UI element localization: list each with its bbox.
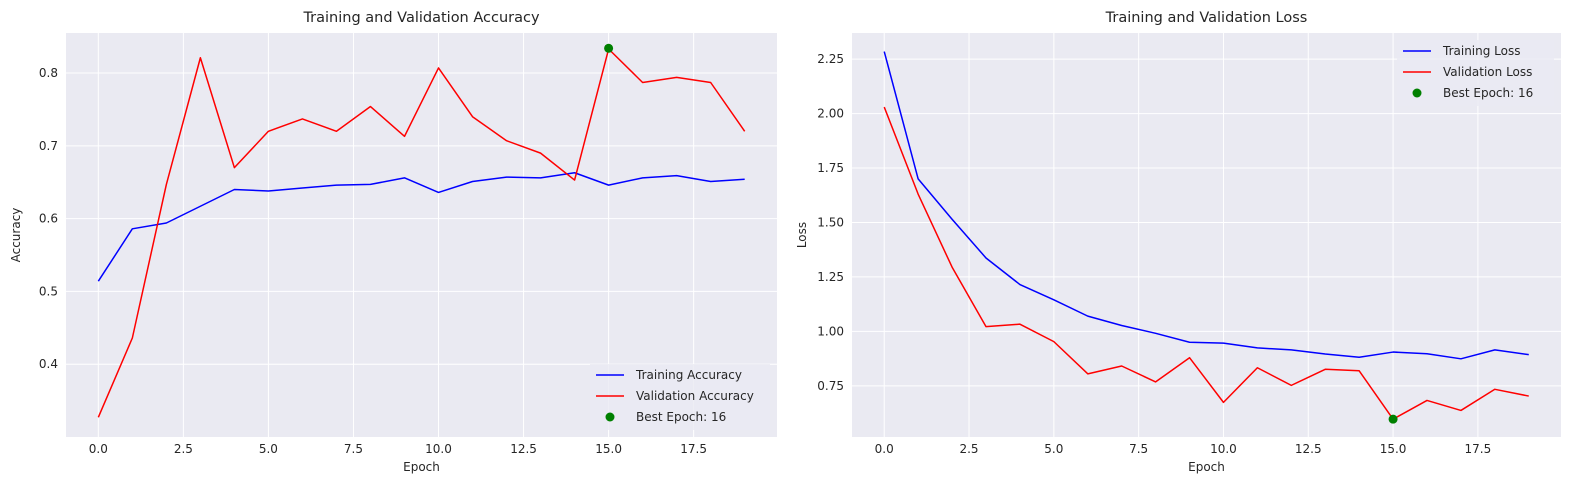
x-tick-label: 7.5 [1129,442,1148,456]
loss-grid [852,33,1561,437]
legend-label-best-epoch: Best Epoch: 16 [1443,86,1533,100]
x-tick-label: 17.5 [1465,442,1492,456]
legend-label-validation-accuracy: Validation Accuracy [636,389,754,403]
x-tick-label: 7.5 [344,442,363,456]
x-tick-label: 0.0 [89,442,108,456]
accuracy-chart-title: Training and Validation Accuracy [302,10,540,26]
y-tick-label: 0.4 [39,357,58,371]
legend-label-training-loss: Training Loss [1442,44,1520,58]
y-tick-label: 2.25 [817,52,844,66]
y-tick-label: 0.75 [817,379,844,393]
legend-swatch-best-epoch [1412,88,1422,98]
loss-y-axis-label: Loss [795,222,809,248]
x-tick-label: 0.0 [875,442,894,456]
x-tick-label: 5.0 [1044,442,1063,456]
x-tick-label: 5.0 [259,442,278,456]
legend-swatch-best-epoch [605,412,615,422]
legend-label-validation-loss: Validation Loss [1443,65,1532,79]
y-tick-label: 1.75 [817,161,844,175]
x-tick-label: 10.0 [1210,442,1237,456]
series-line-validation-accuracy [97,48,746,418]
y-tick-label: 1.00 [817,324,844,338]
series-line-training-accuracy [97,172,745,282]
loss-x-axis-label: Epoch [1188,460,1225,474]
y-tick-label: 0.6 [39,212,58,226]
legend-label-training-accuracy: Training Accuracy [635,368,742,382]
loss-legend: Training Loss Validation Loss Best Epoch… [1397,40,1554,106]
loss-x-ticks: 0.0 2.5 5.0 7.5 10.0 12.5 15.0 17.5 [875,442,1492,456]
series-line-training-loss [883,51,1529,360]
accuracy-x-axis-label: Epoch [403,460,440,474]
y-tick-label: 0.7 [39,139,58,153]
x-tick-label: 2.5 [174,442,193,456]
x-tick-label: 10.0 [425,442,452,456]
loss-chart: 0.0 2.5 5.0 7.5 10.0 12.5 15.0 17.5 0.75 1.00 1.2… [795,10,1561,474]
loss-chart-title: Training and Validation Loss [1105,10,1308,26]
x-tick-label: 12.5 [1295,442,1322,456]
y-tick-label: 0.5 [39,284,58,298]
y-tick-label: 2.00 [817,107,844,121]
accuracy-chart: 0.0 2.5 5.0 7.5 10.0 12.5 15.0 17.5 0.40.50.60.… [9,10,777,474]
series-line-validation-loss [883,106,1529,420]
legend-label-best-epoch: Best Epoch: 16 [636,410,726,424]
y-tick-label: 1.25 [817,270,844,284]
x-tick-label: 17.5 [680,442,707,456]
best-epoch-marker [604,43,614,53]
loss-y-ticks: 0.75 1.00 1.25 1.50 1.75 2.00 2.25 [817,52,844,393]
x-tick-label: 2.5 [959,442,978,456]
y-tick-label: 1.50 [817,215,844,229]
best-epoch-marker [1388,414,1398,424]
accuracy-series [97,43,746,418]
y-tick-label: 0.8 [39,66,58,80]
accuracy-legend: Training Accuracy Validation Accuracy Be… [590,364,770,430]
loss-series [883,51,1529,424]
x-tick-label: 15.0 [595,442,622,456]
x-tick-label: 12.5 [510,442,537,456]
accuracy-x-ticks: 0.0 2.5 5.0 7.5 10.0 12.5 15.0 17.5 [89,442,707,456]
x-tick-label: 15.0 [1380,442,1407,456]
accuracy-y-ticks: 0.4 0.5 0.6 0.7 0.8 [39,66,58,371]
accuracy-y-axis-label: Accuracy [9,208,23,263]
